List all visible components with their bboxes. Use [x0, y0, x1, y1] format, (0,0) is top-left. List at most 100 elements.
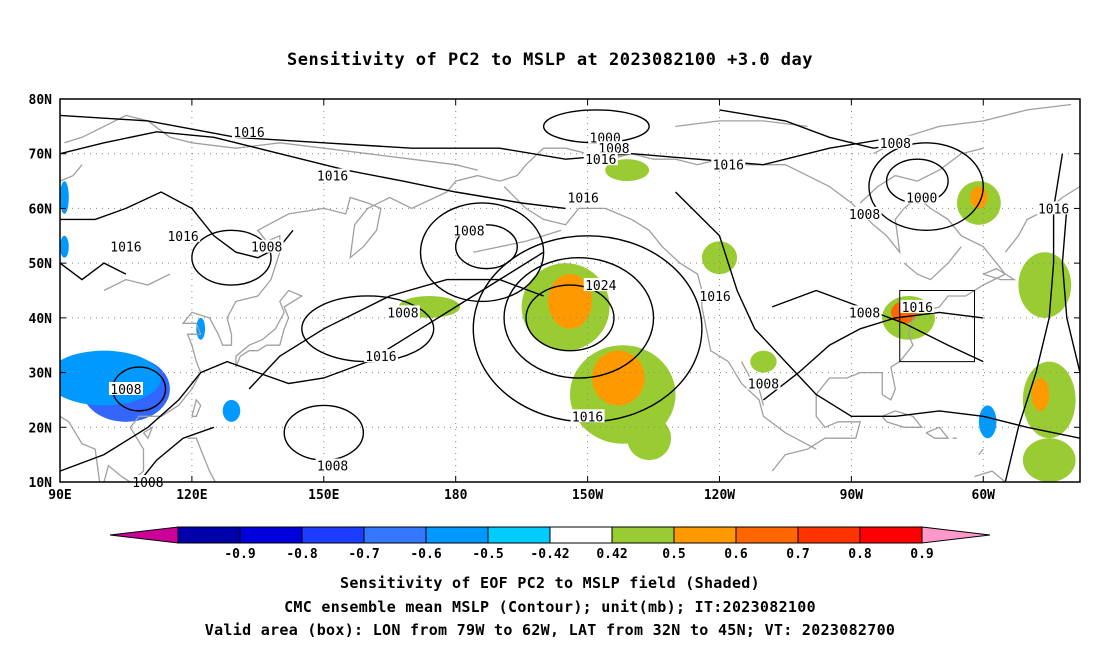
contour-label-0: 1016: [233, 126, 264, 141]
mslp-contour-18: [675, 191, 1080, 439]
coastline-14: [974, 470, 1006, 482]
coastline-10: [881, 410, 924, 428]
mslp-contour-13: [60, 131, 566, 210]
mslp-contour-4: [419, 202, 545, 303]
coastline-21: [60, 164, 83, 182]
lat-tick-label: 50N: [29, 257, 53, 272]
lat-tick-label: 60N: [29, 202, 53, 217]
contour-labels: 1016 1016 1016 1016 1008 1008 1008 1016 1024 1016…: [108, 124, 1071, 491]
shaded-region-1: [548, 274, 592, 329]
colorbar-segment: [797, 526, 861, 544]
contour-label-5: 1008: [453, 224, 484, 239]
colorbar-label: -0.9: [224, 547, 255, 562]
coastline-11: [925, 426, 950, 439]
colorbar-label: -0.7: [348, 547, 379, 562]
contour-label-23: 1008: [849, 306, 880, 321]
colorbar-label: 0.5: [662, 547, 685, 562]
contour-label-1: 1016: [317, 170, 348, 185]
contour-label-8: 1024: [585, 279, 616, 294]
shaded-region-12: [1018, 252, 1072, 318]
contour-label-22: 1008: [849, 208, 880, 223]
footer-line-contour: CMC ensemble mean MSLP (Contour); unit(m…: [284, 598, 816, 616]
colorbar-label: 0.9: [910, 547, 933, 562]
lat-lon-grid: [60, 99, 1080, 482]
shaded-region-22: [196, 317, 206, 340]
contour-label-25: 1016: [1038, 202, 1069, 217]
coastline-22: [103, 273, 171, 292]
colorbar-segment: [301, 526, 365, 544]
contour-label-21: 1000: [906, 191, 937, 206]
coastline-4: [142, 425, 154, 440]
coastline-0: [60, 415, 101, 482]
colorbar-segment: [611, 526, 675, 544]
colorbar-segment: [363, 526, 427, 544]
lon-tick-label: 150W: [572, 488, 603, 503]
mslp-contour-24: [138, 426, 215, 482]
coastline-16: [1004, 185, 1080, 253]
contour-label-24: 1016: [902, 301, 933, 316]
lat-tick-label: 20N: [29, 421, 53, 436]
mslp-contour-12: [60, 114, 896, 166]
lon-tick-label: 60W: [972, 488, 996, 503]
shaded-region-20: [60, 181, 69, 214]
lon-tick-label: 120E: [176, 488, 207, 503]
contour-label-20: 1008: [880, 137, 911, 152]
shaded-region-4: [627, 416, 672, 461]
lon-tick-label: 90E: [48, 488, 71, 503]
valid-area-box: [899, 290, 975, 363]
lat-tick-label: 70N: [29, 148, 53, 163]
lat-tick-label: 80N: [29, 93, 53, 108]
coastline-13: [978, 448, 984, 456]
colorbar-segment: [549, 526, 613, 544]
mslp-contour-19: [771, 289, 984, 363]
contour-label-15: 1016: [572, 410, 603, 425]
coastline-2: [235, 289, 304, 368]
colorbar-label: 0.7: [786, 547, 809, 562]
shaded-region-16: [750, 350, 777, 373]
coastline-15: [983, 267, 1017, 281]
contour-label-9: 1016: [568, 191, 599, 206]
coastline-9: [473, 229, 562, 253]
colorbar-low-arrow: [109, 526, 179, 544]
shaded-region-18: [60, 350, 162, 406]
mslp-contour-22: [1061, 208, 1080, 373]
lon-tick-label: 90W: [840, 488, 864, 503]
contour-label-6: 1008: [387, 306, 418, 321]
mslp-contour-3: [454, 224, 518, 270]
lon-tick-label: 150E: [308, 488, 339, 503]
colorbar-label: -0.5: [472, 547, 503, 562]
colorbar-label: 0.8: [848, 547, 872, 562]
footer-line-valid-area: Valid area (box): LON from 79W to 62W, L…: [204, 621, 896, 639]
footer-line-shaded: Sensitivity of EOF PC2 to MSLP field (Sh…: [340, 574, 760, 592]
colorbar-segment: [487, 526, 551, 544]
colorbar-label: -0.8: [286, 547, 317, 562]
colorbar-segment: [673, 526, 737, 544]
colorbar: -0.9 -0.8 -0.7 -0.6 -0.5 -0.42 0.42 0.5 0.6 0.7 0.…: [109, 526, 991, 562]
colorbar-label: -0.42: [530, 547, 569, 562]
contour-label-16: 1008: [110, 383, 141, 398]
coastline-23: [903, 246, 962, 281]
contour-label-3: 1016: [110, 241, 141, 256]
colorbar-label: 0.42: [596, 547, 627, 562]
shaded-region-23: [222, 399, 241, 422]
coastline-3: [191, 398, 202, 417]
contour-label-18: 1008: [132, 476, 163, 491]
contour-label-13: 1016: [713, 159, 744, 174]
contour-label-14: 1016: [699, 290, 730, 305]
mslp-contour-0: [525, 284, 615, 352]
colorbar-label: 0.6: [724, 547, 748, 562]
shaded-region-19: [978, 405, 997, 439]
mslp-contour-6: [283, 404, 365, 461]
shaded-region-15: [1022, 438, 1076, 482]
contour-label-2: 1016: [167, 230, 198, 245]
colorbar-segment: [425, 526, 489, 544]
shaded-region-3: [591, 350, 645, 406]
coastline-20: [64, 114, 478, 171]
mslp-contour-20: [762, 311, 984, 401]
contour-label-4: 1008: [251, 241, 282, 256]
colorbar-segment: [859, 526, 923, 544]
map-title: Sensitivity of PC2 to MSLP at 2023082100…: [286, 50, 813, 70]
mslp-contour-1: [503, 256, 655, 379]
coastline-19: [675, 120, 808, 128]
